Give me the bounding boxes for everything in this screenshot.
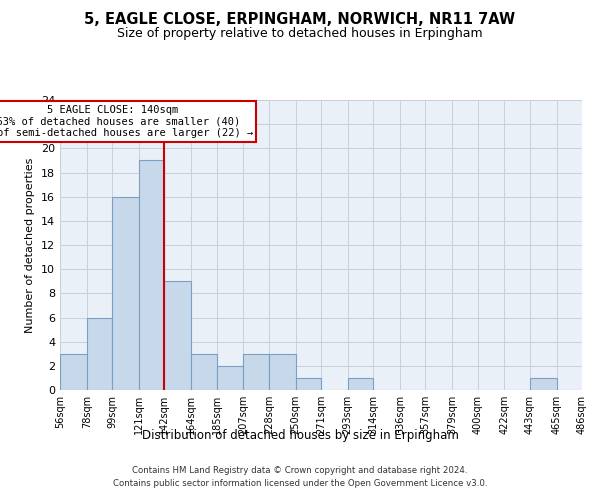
Text: 5 EAGLE CLOSE: 140sqm
← 63% of detached houses are smaller (40)
35% of semi-deta: 5 EAGLE CLOSE: 140sqm ← 63% of detached … [0,105,253,138]
Bar [164,281,191,390]
Bar [217,366,244,390]
Bar [348,378,373,390]
Text: Distribution of detached houses by size in Erpingham: Distribution of detached houses by size … [142,428,458,442]
Text: Contains HM Land Registry data © Crown copyright and database right 2024.
Contai: Contains HM Land Registry data © Crown c… [113,466,487,487]
Bar [87,318,112,390]
Bar [530,378,557,390]
Bar [191,354,217,390]
Bar [60,354,87,390]
Bar [112,196,139,390]
Text: 5, EAGLE CLOSE, ERPINGHAM, NORWICH, NR11 7AW: 5, EAGLE CLOSE, ERPINGHAM, NORWICH, NR11… [85,12,515,28]
Bar [244,354,269,390]
Bar [139,160,164,390]
Bar [269,354,296,390]
Text: Size of property relative to detached houses in Erpingham: Size of property relative to detached ho… [117,28,483,40]
Y-axis label: Number of detached properties: Number of detached properties [25,158,35,332]
Bar [296,378,321,390]
